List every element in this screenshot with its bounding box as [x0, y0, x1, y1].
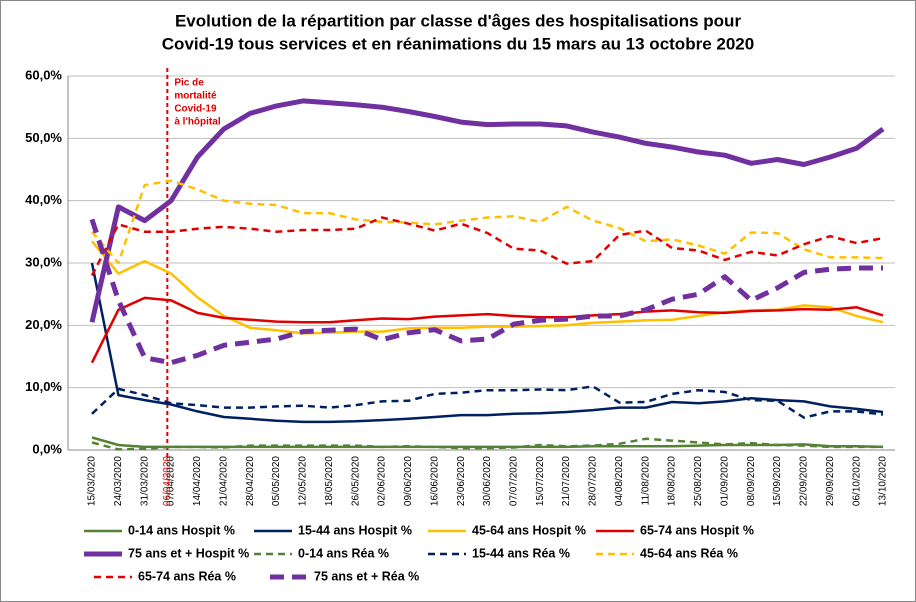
x-tick-label: 08/09/2020 — [746, 456, 757, 506]
series-line — [90, 216, 884, 277]
y-tick-label: 40,0% — [25, 192, 62, 207]
x-tick-label: 22/09/2020 — [799, 456, 810, 506]
x-tick-label: 14/04/2020 — [192, 456, 203, 506]
legend-label: 0-14 ans Hospit % — [128, 523, 235, 537]
annotation-text: mortalité — [174, 91, 217, 102]
x-tick-label: 26/05/2020 — [350, 456, 361, 506]
annotation-text: à l'hôpital — [174, 117, 220, 128]
y-tick-label: 0,0% — [32, 441, 62, 456]
x-tick-label: 21/07/2020 — [561, 456, 572, 506]
x-tick-label: 16/06/2020 — [429, 456, 440, 506]
x-tick-label: 28/07/2020 — [588, 456, 599, 506]
legend-label: 45-64 ans Réa % — [640, 546, 738, 560]
legend-label: 65-74 ans Hospit % — [640, 523, 754, 537]
chart-title: Covid-19 tous services et en réanimation… — [162, 34, 754, 53]
series-line — [90, 262, 884, 424]
series-line — [89, 98, 885, 323]
x-tick-label: 01/09/2020 — [719, 456, 730, 506]
x-tick-label: 15/03/2020 — [87, 456, 98, 506]
chart-title: Evolution de la répartition par classe d… — [175, 11, 742, 30]
x-tick-label: 29/09/2020 — [825, 456, 836, 506]
annotation-text: Covid-19 — [174, 104, 217, 115]
legend-label: 45-64 ans Hospit % — [472, 523, 586, 537]
legend-label: 75 ans et + Hospit % — [128, 546, 249, 560]
annotation-date: 06/04/2020 — [162, 456, 173, 506]
x-tick-label: 02/06/2020 — [377, 456, 388, 506]
x-tick-label: 07/07/2020 — [509, 456, 520, 506]
y-tick-label: 30,0% — [25, 254, 62, 269]
y-tick-label: 60,0% — [25, 67, 62, 82]
legend-label: 0-14 ans Réa % — [298, 546, 389, 560]
x-tick-label: 09/06/2020 — [403, 456, 414, 506]
x-tick-label: 31/03/2020 — [139, 456, 150, 506]
x-tick-label: 12/05/2020 — [298, 456, 309, 506]
x-tick-label: 24/03/2020 — [113, 456, 124, 506]
y-tick-label: 10,0% — [25, 379, 62, 394]
x-tick-label: 11/08/2020 — [640, 456, 651, 506]
y-tick-label: 20,0% — [25, 317, 62, 332]
x-tick-label: 18/05/2020 — [324, 456, 335, 506]
legend-label: 15-44 ans Réa % — [472, 546, 570, 560]
x-tick-label: 13/10/2020 — [878, 456, 889, 506]
series-line — [91, 179, 884, 265]
legend-label: 65-74 ans Réa % — [138, 569, 236, 583]
annotation-text: Pic de — [174, 78, 204, 89]
series-line — [90, 296, 884, 364]
x-tick-label: 28/04/2020 — [245, 456, 256, 506]
x-tick-label: 04/08/2020 — [614, 456, 625, 506]
x-tick-label: 18/08/2020 — [667, 456, 678, 506]
series-line — [89, 218, 883, 366]
x-tick-label: 21/04/2020 — [218, 456, 229, 506]
x-tick-label: 25/08/2020 — [693, 456, 704, 506]
x-tick-label: 15/09/2020 — [772, 456, 783, 506]
x-tick-label: 23/06/2020 — [456, 456, 467, 506]
series-line — [91, 437, 883, 451]
x-tick-label: 30/06/2020 — [482, 456, 493, 506]
legend-label: 75 ans et + Réa % — [314, 569, 419, 583]
legend-label: 15-44 ans Hospit % — [298, 523, 412, 537]
x-tick-label: 15/07/2020 — [535, 456, 546, 506]
x-tick-label: 05/05/2020 — [271, 456, 282, 506]
x-tick-label: 07/04/2020 — [166, 456, 177, 506]
x-tick-label: 06/10/2020 — [851, 456, 862, 506]
y-tick-label: 50,0% — [25, 130, 62, 145]
series-line — [91, 385, 884, 419]
